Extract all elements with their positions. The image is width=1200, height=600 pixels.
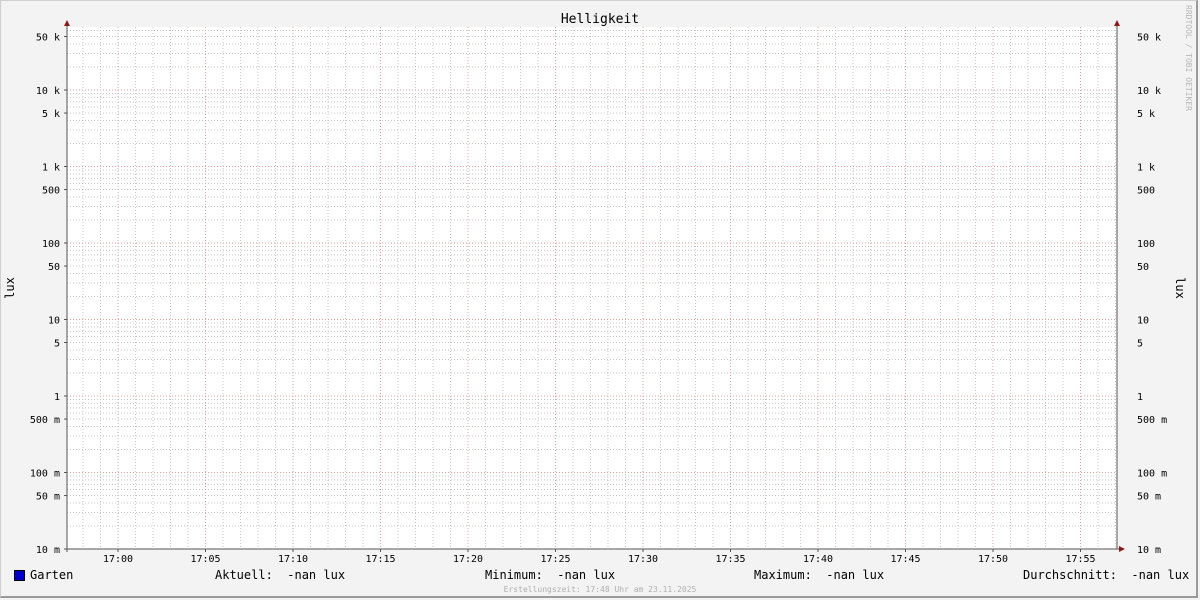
y-tick-label-right: 50 k — [1137, 33, 1161, 44]
y-tick-label-left: 50 k — [36, 33, 60, 44]
y-tick-label-left: 1 k — [42, 163, 60, 174]
y-tick-label-right: 100 m — [1137, 469, 1167, 480]
y-tick-label-right: 1 k — [1137, 163, 1155, 174]
y-tick-label-right: 1 — [1137, 392, 1143, 403]
legend-aktuell: Aktuell: -nan lux — [215, 568, 346, 582]
x-axis-arrow-icon — [1119, 546, 1125, 552]
x-tick-label: 17:40 — [803, 554, 833, 565]
creation-time: Erstellungszeit: 17:48 Uhr am 23.11.2025 — [503, 585, 697, 594]
x-tick-label: 17:45 — [890, 554, 920, 565]
x-tick-label: 17:00 — [103, 554, 133, 565]
x-tick-label: 17:30 — [628, 554, 658, 565]
y-tick-label-right: 5 k — [1137, 109, 1155, 120]
y-tick-label-right: 10 k — [1137, 86, 1161, 97]
x-tick-label: 17:35 — [715, 554, 745, 565]
x-tick-label: 17:25 — [540, 554, 570, 565]
watermark: RRDTOOL / TOBI OETIKER — [1184, 5, 1193, 111]
y-axis-arrow-right-icon — [1114, 20, 1120, 26]
chart-title: Helligkeit — [561, 12, 639, 27]
y-tick-label-right: 500 — [1137, 186, 1155, 197]
y-axis-arrow-left-icon — [64, 20, 70, 26]
y-tick-label-left: 50 m — [36, 492, 60, 503]
y-tick-label-left: 10 — [48, 316, 60, 327]
legend-minimum: Minimum: -nan lux — [485, 568, 616, 582]
legend-series-name: Garten — [30, 568, 74, 582]
legend-durchschnitt: Durchschnitt: -nan lux — [1023, 568, 1190, 582]
y-axis-label-left: lux — [3, 277, 17, 299]
y-tick-label-left: 50 — [48, 262, 60, 273]
x-tick-label: 17:20 — [453, 554, 483, 565]
y-tick-label-left: 1 — [54, 392, 60, 403]
y-tick-label-right: 10 m — [1137, 545, 1161, 556]
x-tick-label: 17:10 — [278, 554, 308, 565]
y-tick-label-left: 500 m — [30, 415, 60, 426]
y-tick-label-left: 5 — [54, 339, 60, 350]
x-tick-label: 17:50 — [978, 554, 1008, 565]
x-tick-label: 17:05 — [190, 554, 220, 565]
x-tick-label: 17:15 — [365, 554, 395, 565]
y-tick-label-right: 500 m — [1137, 415, 1167, 426]
y-tick-label-left: 10 k — [36, 86, 60, 97]
legend-maximum: Maximum: -nan lux — [754, 568, 885, 582]
y-tick-label-left: 100 m — [30, 469, 60, 480]
y-tick-label-left: 5 k — [42, 109, 60, 120]
y-axis-label-right: lux — [1173, 277, 1187, 299]
y-tick-label-right: 50 — [1137, 262, 1149, 273]
y-tick-label-left: 100 — [42, 239, 60, 250]
y-tick-label-right: 50 m — [1137, 492, 1161, 503]
y-tick-label-left: 10 m — [36, 545, 60, 556]
plot-area — [67, 27, 1117, 549]
y-tick-label-right: 5 — [1137, 339, 1143, 350]
y-tick-label-right: 10 — [1137, 316, 1149, 327]
x-tick-label: 17:55 — [1065, 554, 1095, 565]
y-tick-label-right: 100 — [1137, 239, 1155, 250]
y-tick-label-left: 500 — [42, 186, 60, 197]
legend-swatch-garten — [14, 570, 25, 581]
